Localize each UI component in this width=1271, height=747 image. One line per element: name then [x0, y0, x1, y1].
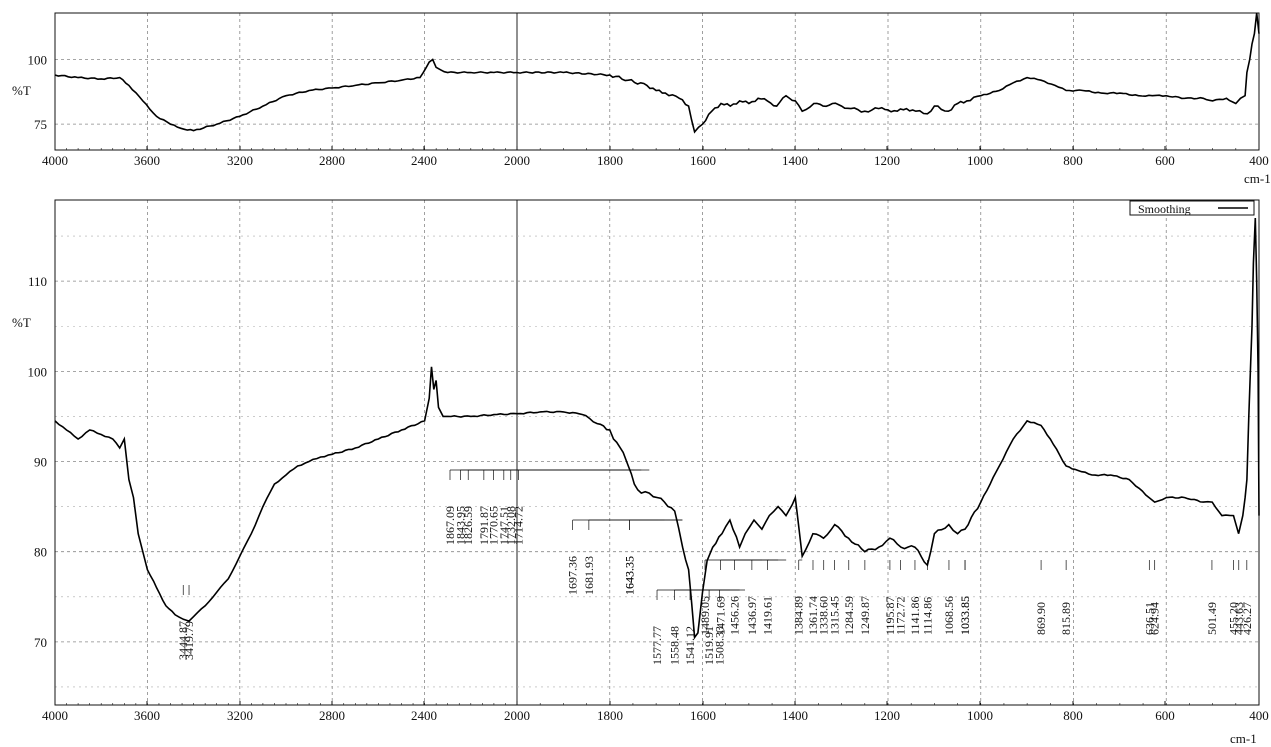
peak-label: 636.51 — [1142, 602, 1156, 635]
x-tick-label: 1000 — [967, 708, 993, 723]
peak-label: 1770.65 — [486, 506, 500, 545]
peak-label: 1732.08 — [504, 506, 518, 545]
y-tick-label: 80 — [34, 545, 47, 560]
peak-label: 1643.35 — [622, 556, 636, 595]
peak-label: 1384.89 — [792, 596, 806, 635]
x-tick-label: 2000 — [504, 708, 530, 723]
y-tick-label: 70 — [34, 635, 47, 650]
bottom-spectrum-panel: 70 80 90 100 110 4000 3600 3200 2800 2400 2000 180… — [12, 199, 1269, 746]
y-tick-label: 100 — [28, 53, 48, 68]
x-tick-label: 1400 — [782, 153, 808, 168]
peak-label: 1284.59 — [842, 596, 856, 635]
top-x-ticks: 4000 3600 3200 2800 2400 2000 1800 1600 1400 1200… — [42, 146, 1269, 168]
bottom-x-ticks: 4000 3600 3200 2800 2400 2000 1800 1600 1400 1200… — [42, 701, 1269, 723]
peak-label: 1436.97 — [745, 596, 759, 635]
x-tick-label: 600 — [1155, 708, 1175, 723]
peak-label: 1558.48 — [667, 626, 681, 665]
peak-label: 1033.85 — [958, 596, 972, 635]
peak-label: 1033.85 — [958, 596, 972, 635]
peak-label: 1541.12 — [683, 626, 697, 665]
peak-label: 1114.86 — [920, 597, 934, 635]
peak-label: 1867.09 — [443, 506, 457, 545]
top-spectrum-line — [54, 12, 1260, 134]
peak-label: 426.27 — [1240, 602, 1254, 635]
peak-label: 1519.91 — [702, 626, 716, 665]
x-tick-label: 1600 — [690, 153, 716, 168]
peak-label: 443.63 — [1232, 602, 1246, 635]
x-tick-label: 1400 — [782, 708, 808, 723]
x-tick-label: 400 — [1249, 708, 1269, 723]
bottom-y-axis-label: %T — [12, 315, 31, 330]
peak-label: 1747.51 — [497, 506, 511, 545]
x-tick-label: 400 — [1249, 153, 1269, 168]
peak-label: 1456.26 — [728, 596, 742, 635]
x-tick-label: 800 — [1063, 708, 1083, 723]
legend: Smoothing — [1129, 200, 1255, 216]
peak-label: 1195.87 — [883, 596, 897, 635]
bottom-y-ticks: 70 80 90 100 110 — [28, 274, 48, 650]
y-tick-label: 100 — [28, 364, 48, 379]
legend-box — [1129, 200, 1255, 216]
top-y-ticks: 75 100 — [28, 53, 48, 133]
x-tick-label: 1000 — [967, 153, 993, 168]
x-tick-label: 800 — [1063, 153, 1083, 168]
top-x-axis-unit: cm-1 — [1244, 171, 1271, 186]
peak-label: 1714.72 — [512, 506, 526, 545]
peak-label: 815.89 — [1059, 602, 1073, 635]
x-tick-label: 3200 — [227, 153, 253, 168]
peak-label: 1249.87 — [858, 596, 872, 635]
peak-label: 455.20 — [1226, 602, 1240, 635]
x-tick-label: 600 — [1155, 153, 1175, 168]
x-tick-label: 1200 — [874, 153, 900, 168]
y-tick-label: 75 — [34, 117, 47, 132]
y-tick-label: 110 — [28, 274, 47, 289]
bottom-x-axis-unit: cm-1 — [1230, 731, 1257, 746]
peak-label: 624.94 — [1148, 602, 1162, 635]
x-tick-label: 2800 — [319, 708, 345, 723]
x-tick-label: 3600 — [134, 153, 160, 168]
peak-label: 1843.95 — [453, 506, 467, 545]
top-plot-frame — [54, 12, 1260, 151]
peak-label: 1508.33 — [713, 626, 727, 665]
x-tick-label: 1600 — [690, 708, 716, 723]
peak-label: 1068.56 — [942, 596, 956, 635]
x-tick-label: 3200 — [227, 708, 253, 723]
peak-label: 3419.79 — [182, 621, 196, 660]
peak-label: 1361.74 — [806, 596, 820, 635]
legend-label: Smoothing — [1138, 202, 1191, 216]
bottom-spectrum-line — [54, 217, 1260, 640]
peak-label: 1419.61 — [760, 596, 774, 635]
x-tick-label: 4000 — [42, 708, 68, 723]
peak-label: 1826.59 — [461, 506, 475, 545]
x-tick-label: 2400 — [411, 708, 437, 723]
peak-label: 501.49 — [1205, 602, 1219, 635]
peak-label: 1172.72 — [894, 596, 908, 635]
bottom-grid — [55, 200, 1259, 705]
peak-label: 3444.87 — [176, 621, 190, 660]
x-tick-label: 1800 — [597, 153, 623, 168]
peak-label: 1141.86 — [908, 596, 922, 635]
x-tick-label: 2800 — [319, 153, 345, 168]
top-grid — [55, 13, 1259, 150]
peak-label: 1791.87 — [477, 506, 491, 545]
x-tick-label: 4000 — [42, 153, 68, 168]
peak-label: 1697.36 — [566, 556, 580, 595]
peak-label: 1681.93 — [582, 556, 596, 595]
peak-label: 1338.60 — [817, 596, 831, 635]
y-tick-label: 90 — [34, 455, 47, 470]
x-tick-label: 1800 — [597, 708, 623, 723]
peak-label: 1471.69 — [714, 596, 728, 635]
x-tick-label: 1200 — [874, 708, 900, 723]
top-y-axis-label: %T — [12, 83, 31, 98]
peak-label: 1643.35 — [622, 556, 636, 595]
top-spectrum-panel: 75 100 4000 3600 3200 2800 2400 2000 1800 1600 14… — [12, 12, 1271, 186]
peak-label: 1315.45 — [827, 596, 841, 635]
x-tick-label: 3600 — [134, 708, 160, 723]
peak-label: 869.90 — [1034, 602, 1048, 635]
peak-label: 1577.77 — [650, 626, 664, 665]
x-tick-label: 2400 — [411, 153, 437, 168]
x-tick-label: 2000 — [504, 153, 530, 168]
